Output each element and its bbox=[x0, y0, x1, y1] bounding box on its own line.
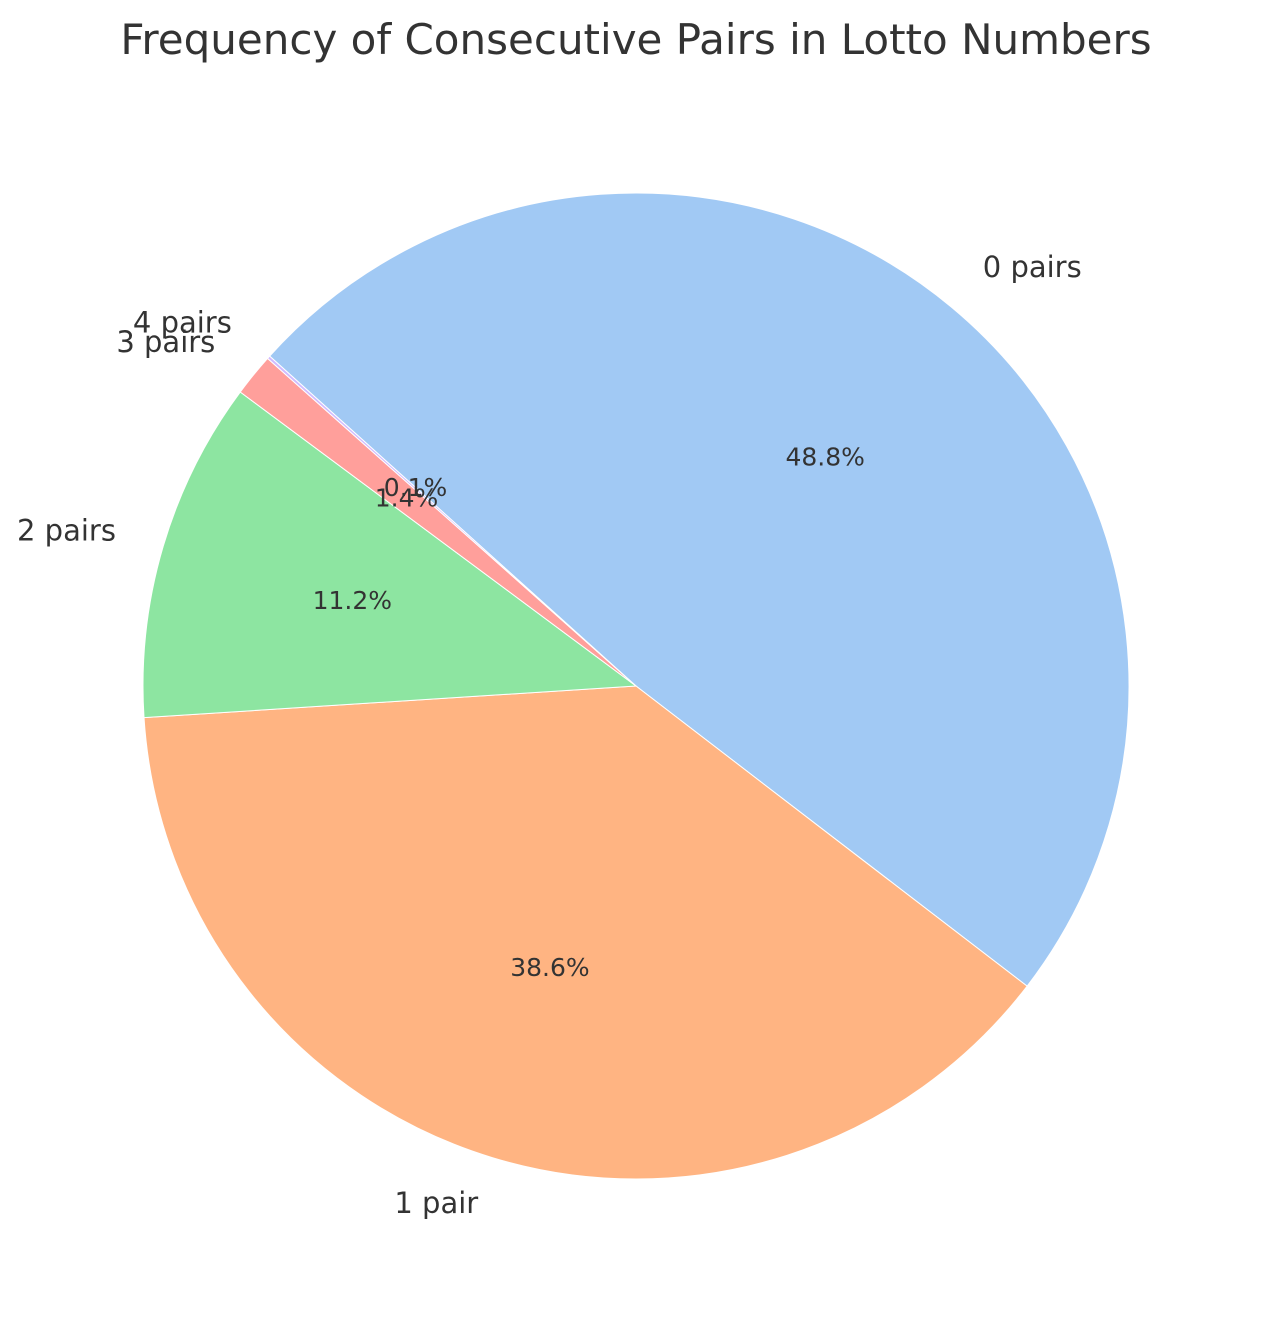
slice-label-0-pairs: 0 pairs bbox=[983, 250, 1082, 284]
pie-slice-4-pairs bbox=[266, 355, 637, 687]
pie-slices bbox=[142, 192, 1130, 1180]
slice-label-4-pairs: 4 pairs bbox=[133, 305, 232, 339]
pie-slice-0-pairs bbox=[268, 192, 1130, 987]
pct-label-4-pairs: 0.1% bbox=[384, 473, 448, 502]
slice-label-3-pairs: 3 pairs bbox=[116, 325, 215, 359]
slice-label-1-pair: 1 pair bbox=[394, 1186, 478, 1220]
pie-slice-1-pair bbox=[143, 685, 1028, 1180]
pct-label-3-pairs: 1.4% bbox=[375, 483, 439, 512]
chart-title: Frequency of Consecutive Pairs in Lotto … bbox=[120, 15, 1151, 64]
pie-slice-2-pairs bbox=[142, 391, 638, 719]
pie-labels: 0 pairs 48.8% 1 pair 38.6% 2 pairs 11.2% 3 pai… bbox=[17, 250, 1082, 1220]
pct-label-1-pair: 38.6% bbox=[510, 953, 589, 982]
slice-label-2-pairs: 2 pairs bbox=[17, 513, 116, 547]
pct-label-0-pairs: 48.8% bbox=[785, 443, 864, 472]
pct-label-2-pairs: 11.2% bbox=[313, 586, 392, 615]
